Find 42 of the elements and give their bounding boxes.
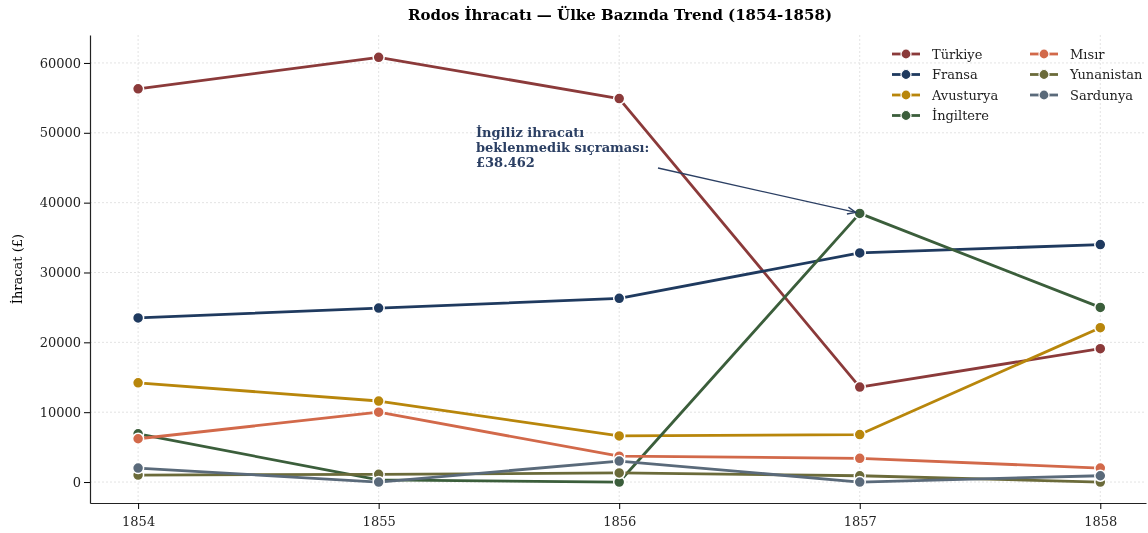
y-tick-label: 50000 bbox=[39, 125, 81, 141]
point bbox=[131, 432, 145, 445]
point bbox=[853, 452, 866, 465]
x-tick-label: 1858 bbox=[1084, 514, 1118, 530]
y-tick-label: 60000 bbox=[39, 55, 81, 71]
point bbox=[131, 82, 145, 96]
legend-label: İngiltere bbox=[932, 107, 990, 123]
point bbox=[372, 301, 385, 315]
point bbox=[612, 292, 626, 305]
point bbox=[612, 454, 626, 468]
chart-title: Rodos İhracatı — Ülke Bazında Trend (1854-1858) bbox=[407, 5, 833, 24]
point bbox=[853, 246, 866, 260]
point bbox=[131, 311, 145, 325]
point bbox=[372, 394, 385, 408]
point bbox=[853, 428, 866, 441]
point bbox=[612, 92, 626, 105]
legend-label: Fransa bbox=[932, 67, 979, 82]
y-tick-label: 0 bbox=[72, 474, 81, 490]
y-tick-label: 40000 bbox=[39, 195, 81, 211]
x-tick-label: 1856 bbox=[603, 514, 637, 530]
legend-label: Sardunya bbox=[1070, 87, 1134, 103]
x-tick-label: 1857 bbox=[843, 514, 877, 530]
point bbox=[853, 475, 866, 489]
point bbox=[853, 380, 866, 394]
point bbox=[372, 51, 385, 64]
y-tick-label: 10000 bbox=[39, 404, 81, 420]
point bbox=[372, 405, 385, 419]
point bbox=[1094, 469, 1107, 483]
point bbox=[131, 376, 145, 390]
legend-label: Mısır bbox=[1070, 46, 1106, 62]
y-tick-label: 20000 bbox=[39, 335, 81, 350]
annotation: İngiliz ihracatı beklenmedik sıçraması: £38.462 bbox=[476, 125, 650, 170]
point bbox=[131, 461, 145, 475]
y-axis-title: İhracat (£) bbox=[9, 233, 25, 305]
x-tick-label: 1854 bbox=[122, 514, 156, 530]
legend-label: Avusturya bbox=[931, 87, 999, 103]
x-tick-label: 1855 bbox=[362, 514, 396, 530]
y-tick-label: 30000 bbox=[39, 265, 81, 281]
point bbox=[612, 429, 626, 443]
legend-label: Türkiye bbox=[932, 46, 983, 62]
point bbox=[612, 466, 626, 480]
legend-label: Yunanistan bbox=[1069, 67, 1144, 82]
